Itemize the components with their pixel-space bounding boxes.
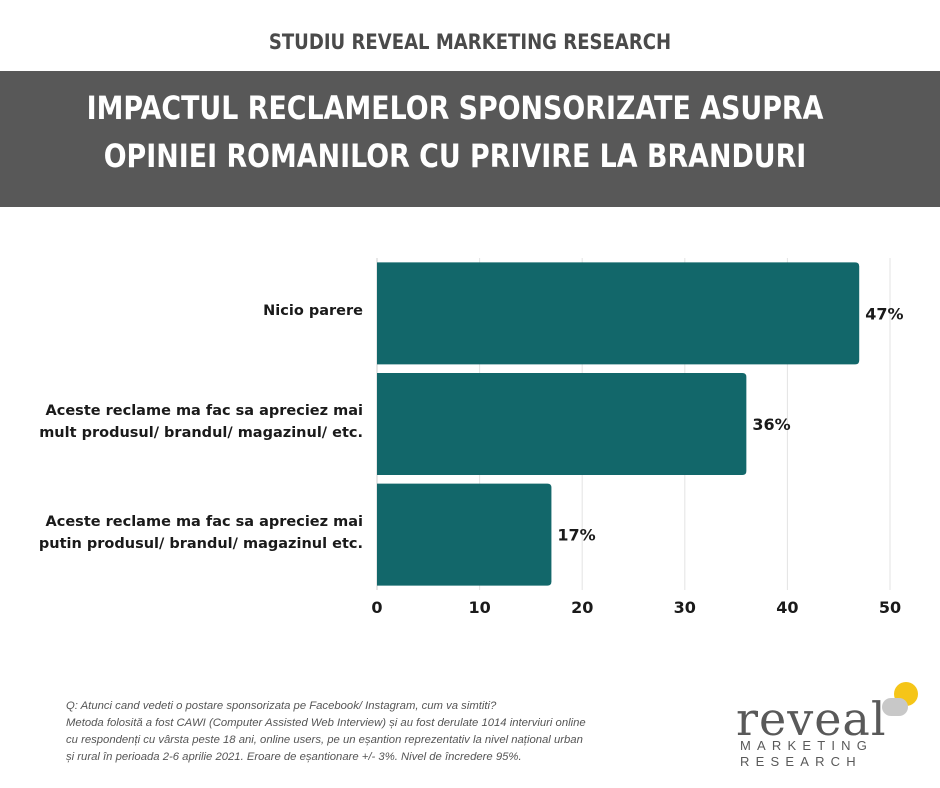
reveal-logo: reveal MARKETING RESEARCH	[736, 678, 926, 778]
banner-title-line-1: IMPACTUL RECLAMELOR SPONSORIZATE ASUPRA	[86, 89, 824, 127]
logo-wordmark: reveal	[736, 692, 887, 746]
footnote-line: și rural în perioada 2-6 aprilie 2021. E…	[66, 751, 522, 763]
x-tick-label: 50	[879, 598, 901, 617]
footnote-line: cu respondenți cu vârsta peste 18 ani, o…	[66, 734, 583, 746]
bar	[377, 262, 860, 365]
logo-mark-icon	[882, 682, 918, 716]
banner-title-line-2: OPINIEI ROMANILOR CU PRIVIRE LA BRANDURI	[103, 137, 807, 175]
footnote-line: Metoda folosită a fost CAWI (Computer As…	[66, 717, 586, 729]
title-banner: IMPACTUL RECLAMELOR SPONSORIZATE ASUPRA …	[0, 71, 940, 207]
category-label-line: Aceste reclame ma fac sa apreciez mai	[45, 403, 363, 419]
x-tick-label: 30	[674, 598, 696, 617]
bar	[377, 483, 552, 586]
category-label: Aceste reclame ma fac sa apreciez mai put…	[3, 511, 363, 555]
data-label: 17%	[557, 526, 595, 545]
category-label: Nicio parere	[3, 300, 363, 322]
x-tick-label: 10	[468, 598, 490, 617]
data-label: 36%	[752, 415, 790, 434]
study-title: STUDIU REVEAL MARKETING RESEARCH	[268, 30, 672, 54]
logo-subtitle-1: MARKETING	[740, 738, 874, 753]
methodology-footnote: Q: Atunci cand vedeti o postare sponsori…	[66, 698, 646, 766]
x-tick-label: 0	[371, 598, 382, 617]
category-label: Aceste reclame ma fac sa apreciez mai mul…	[3, 400, 363, 444]
footnote-line: Q: Atunci cand vedeti o postare sponsori…	[66, 700, 497, 712]
data-label: 47%	[865, 304, 903, 323]
x-tick-label: 20	[571, 598, 593, 617]
category-label-line: Aceste reclame ma fac sa apreciez mai	[45, 513, 363, 530]
bar-chart: 0 10 20 30 40 50 47% 36% 17%	[371, 258, 904, 617]
category-label-line: Nicio parere	[263, 303, 363, 320]
category-label-line: putin produsul/ brandul/ magazinul etc.	[38, 535, 363, 552]
category-label-line: mult produsul/ brandul/ magazinul/ etc.	[39, 425, 363, 441]
x-tick-label: 40	[776, 598, 798, 617]
bar	[377, 373, 747, 475]
logo-subtitle-2: RESEARCH	[740, 754, 862, 769]
